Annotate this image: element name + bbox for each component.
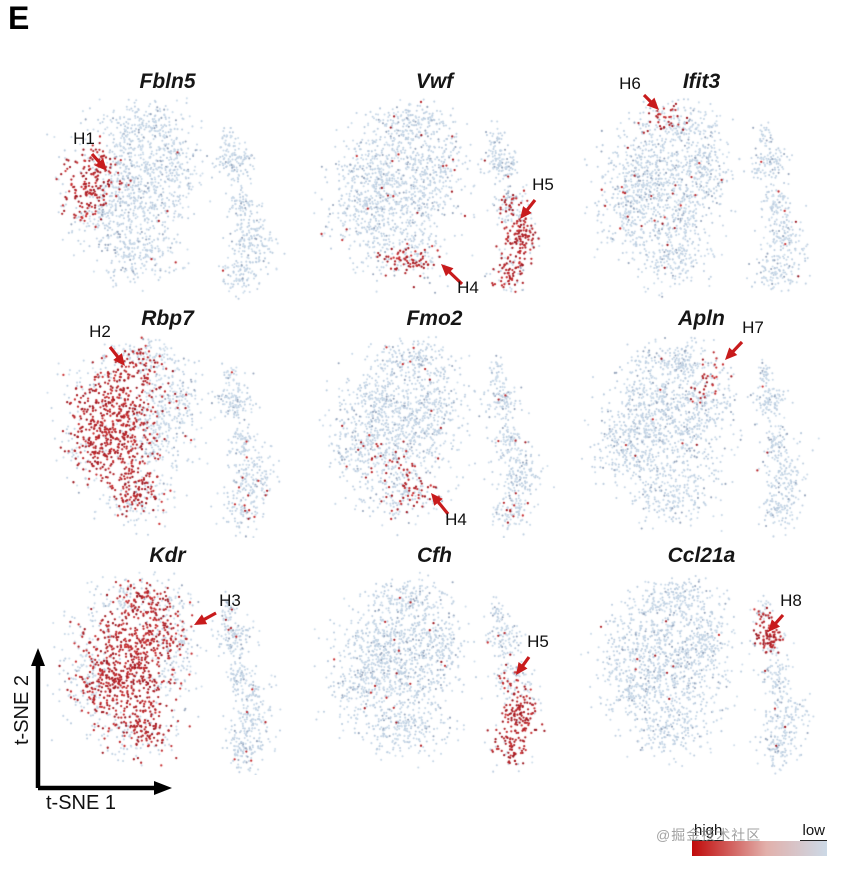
gene-title: Ifit3 xyxy=(682,70,721,93)
tsne-plot: Fmo2 xyxy=(307,307,562,538)
tsne-plot: Rbp7 xyxy=(40,307,295,538)
scatter-canvas xyxy=(576,333,827,538)
watermark: @掘金技术社区 xyxy=(656,827,762,843)
gene-title: Ccl21a xyxy=(667,544,736,567)
scatter-canvas xyxy=(42,570,293,775)
gene-title: Kdr xyxy=(149,544,186,567)
y-axis-arrowhead xyxy=(31,648,45,666)
scatter-canvas xyxy=(576,570,827,775)
tsne-plot: Cfh xyxy=(307,544,562,775)
gene-title: Apln xyxy=(678,307,725,330)
x-axis-arrowhead xyxy=(154,781,172,795)
panel-label: E xyxy=(8,0,30,36)
gene-title: Fbln5 xyxy=(139,70,196,93)
tsne-plot: Fbln5 xyxy=(40,70,295,301)
legend-gradient-bar xyxy=(692,841,827,856)
tsne-plot: Ccl21a xyxy=(574,544,829,775)
scatter-canvas xyxy=(42,96,293,301)
gene-title: Cfh xyxy=(417,544,452,567)
scatter-canvas xyxy=(309,570,560,775)
tsne-plot: Kdr xyxy=(40,544,295,775)
scatter-canvas xyxy=(309,96,560,301)
scatter-canvas xyxy=(576,96,827,301)
tsne-axes xyxy=(0,640,210,815)
tsne-plot: Apln xyxy=(574,307,829,538)
axes-arrows xyxy=(31,648,172,795)
gene-title: Fmo2 xyxy=(406,307,463,330)
scatter-canvas xyxy=(42,333,293,538)
tsne-plot: Vwf xyxy=(307,70,562,301)
x-axis-label: t-SNE 1 xyxy=(46,792,117,814)
legend-labels: high low xyxy=(692,822,827,841)
legend-high-label: high xyxy=(692,822,725,841)
legend-low-label: low xyxy=(800,822,827,841)
scatter-canvas xyxy=(309,333,560,538)
gene-title: Rbp7 xyxy=(141,307,194,330)
y-axis-label: t-SNE 2 xyxy=(11,674,33,746)
tsne-plot: Ifit3 xyxy=(574,70,829,301)
gene-title: Vwf xyxy=(415,70,454,93)
tsne-grid: Fbln5 Vwf Ifit3 Rbp7 Fmo2 Apln Kdr xyxy=(40,70,829,775)
